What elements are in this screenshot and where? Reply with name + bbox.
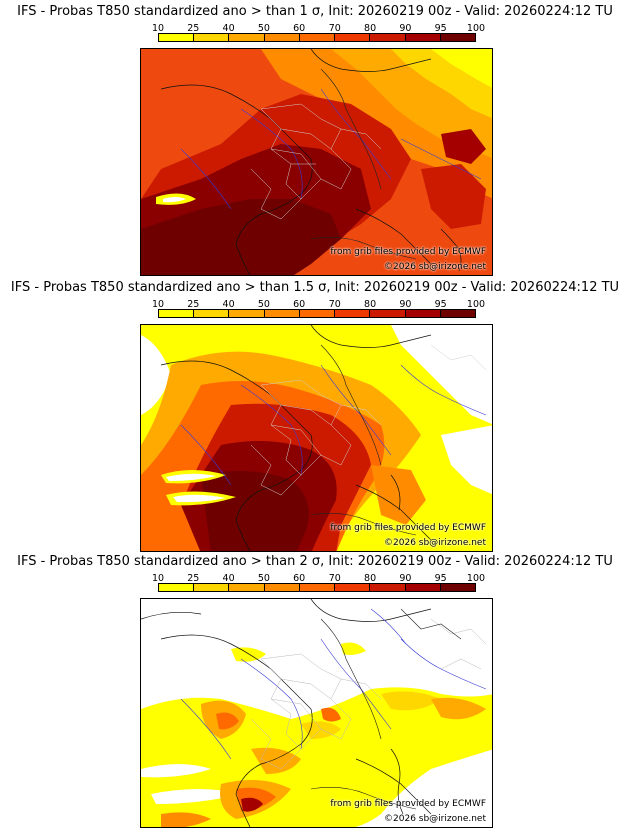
colorbar-label: 50 xyxy=(257,299,270,310)
colorbar-label: 90 xyxy=(399,299,412,310)
colorbar-swatch xyxy=(264,310,300,317)
colorbar-label: 40 xyxy=(222,23,235,34)
colorbar-swatch xyxy=(440,310,475,317)
colorbar xyxy=(158,583,476,592)
colorbar-label: 80 xyxy=(364,299,377,310)
colorbar-swatch xyxy=(440,584,475,591)
colorbar-swatch xyxy=(159,34,195,41)
colorbar-label: 70 xyxy=(328,23,341,34)
colorbar-swatch xyxy=(440,34,475,41)
colorbar-swatch xyxy=(299,34,336,41)
colorbar-swatch xyxy=(299,310,336,317)
colorbar-swatch xyxy=(335,584,371,591)
colorbar-label: 10 xyxy=(151,23,165,34)
probability-map: from grib files provided by ECMWF ©2026 … xyxy=(140,598,493,828)
colorbar-label: 40 xyxy=(222,573,235,584)
colorbar-label: 95 xyxy=(434,23,447,34)
colorbar-swatch xyxy=(229,34,265,41)
colorbar-label: 95 xyxy=(434,573,447,584)
probability-map: from grib files provided by ECMWF ©2026 … xyxy=(140,48,493,276)
colorbar-label: 60 xyxy=(293,23,306,34)
colorbar-label: 70 xyxy=(328,573,341,584)
colorbar-label: 80 xyxy=(364,23,377,34)
panel-1-sigma-1: IFS - Probas T850 standardized ano > tha… xyxy=(0,0,630,276)
colorbar-label: 80 xyxy=(364,573,377,584)
colorbar-label: 100 xyxy=(466,573,486,584)
colorbar-swatch xyxy=(335,310,371,317)
colorbar-label: 10 xyxy=(151,299,165,310)
colorbar-label: 25 xyxy=(187,23,200,34)
colorbar-label: 60 xyxy=(293,299,306,310)
map-field xyxy=(141,599,492,827)
panel-3-sigma-2: IFS - Probas T850 standardized ano > tha… xyxy=(0,550,630,828)
colorbar-label: 50 xyxy=(257,23,270,34)
probability-map: from grib files provided by ECMWF ©2026 … xyxy=(140,324,493,552)
colorbar-swatch xyxy=(229,310,265,317)
colorbar-swatch xyxy=(405,34,441,41)
colorbar-labels: 10 25 40 50 60 70 80 90 95 100 xyxy=(152,299,485,310)
colorbar-swatch xyxy=(299,584,336,591)
colorbar-swatch xyxy=(194,584,230,591)
credit-source: from grib files provided by ECMWF xyxy=(330,247,486,257)
colorbar-label: 100 xyxy=(466,23,486,34)
colorbar xyxy=(158,33,476,42)
map-field xyxy=(141,49,492,275)
colorbar-swatch xyxy=(405,584,441,591)
colorbar-label: 25 xyxy=(187,299,200,310)
colorbar-swatch xyxy=(159,584,195,591)
colorbar-label: 90 xyxy=(399,573,412,584)
colorbar-label: 90 xyxy=(399,23,412,34)
colorbar-label: 60 xyxy=(293,573,306,584)
colorbar-swatch xyxy=(194,310,230,317)
colorbar-label: 100 xyxy=(466,299,486,310)
colorbar-label: 95 xyxy=(434,299,447,310)
colorbar-label: 50 xyxy=(257,573,270,584)
colorbar-swatch xyxy=(370,34,406,41)
colorbar-swatch xyxy=(335,34,371,41)
map-field xyxy=(141,325,492,551)
panel-title: IFS - Probas T850 standardized ano > tha… xyxy=(17,4,613,19)
colorbar-swatch xyxy=(194,34,230,41)
colorbar-swatch xyxy=(370,584,406,591)
credit-copyright: ©2026 sb@irizone.net xyxy=(384,262,486,272)
colorbar-swatch xyxy=(159,310,195,317)
credit-copyright: ©2026 sb@irizone.net xyxy=(384,538,486,548)
credit-source: from grib files provided by ECMWF xyxy=(330,799,486,809)
colorbar-label: 70 xyxy=(328,299,341,310)
colorbar-label: 25 xyxy=(187,573,200,584)
colorbar-label: 40 xyxy=(222,299,235,310)
colorbar-labels: 10 25 40 50 60 70 80 90 95 100 xyxy=(152,23,485,34)
colorbar-swatch xyxy=(264,584,300,591)
panel-title: IFS - Probas T850 standardized ano > tha… xyxy=(17,554,613,569)
panel-title: IFS - Probas T850 standardized ano > tha… xyxy=(10,280,620,295)
colorbar-swatch xyxy=(405,310,441,317)
colorbar-label: 10 xyxy=(151,573,165,584)
colorbar-swatch xyxy=(264,34,300,41)
panel-2-sigma-1-5: IFS - Probas T850 standardized ano > tha… xyxy=(0,276,630,552)
credit-source: from grib files provided by ECMWF xyxy=(330,523,486,533)
credit-copyright: ©2026 sb@irizone.net xyxy=(384,814,486,824)
colorbar-swatch xyxy=(370,310,406,317)
colorbar-labels: 10 25 40 50 60 70 80 90 95 100 xyxy=(152,573,485,584)
colorbar xyxy=(158,309,476,318)
colorbar-swatch xyxy=(229,584,265,591)
